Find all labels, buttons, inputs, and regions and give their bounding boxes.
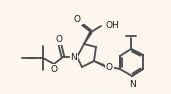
Text: O: O — [50, 65, 57, 74]
Text: OH: OH — [105, 20, 119, 30]
Polygon shape — [84, 31, 92, 44]
Text: O: O — [74, 15, 81, 24]
Text: N: N — [70, 53, 77, 61]
Text: O: O — [56, 35, 62, 44]
Text: O: O — [106, 63, 113, 72]
Text: N: N — [129, 80, 135, 89]
